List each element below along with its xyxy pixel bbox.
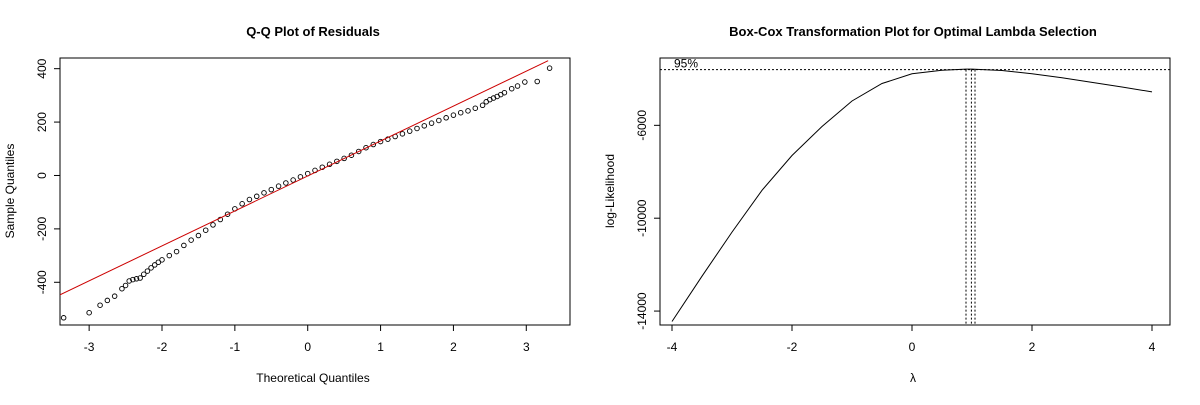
qq-plot-frame [59,57,571,326]
boxcox-y-tick-label: -14000 [635,292,649,330]
qq-point [546,65,553,71]
qq-point [195,232,202,239]
qq-point [428,120,435,126]
qq-point [436,117,442,124]
qq-point [104,297,111,304]
qq-point [137,275,143,281]
qq-y-tick-label: 0 [35,172,49,179]
qq-point [86,309,92,316]
qq-point [224,211,231,217]
qq-ylabel: Sample Quantiles [3,144,17,239]
qq-point [290,177,296,183]
qq-point [377,138,384,145]
qq-point [457,109,464,116]
qq-x-tick-label: 1 [377,340,384,354]
qq-point [60,315,67,321]
qq-point [406,128,413,134]
qq-point [283,180,289,186]
qq-point [173,248,180,255]
qq-point [151,262,158,268]
qq-point [275,183,282,189]
qq-point [181,242,187,249]
qq-marks: -3 -2 -1 0 1 2 3 -400 -200 0 200 400 [35,58,553,354]
qq-point [355,148,362,155]
qq-xlabel: Theoretical Quantiles [256,371,369,385]
qq-point [261,190,267,196]
boxcox-y-tick-label: -6000 [635,110,649,141]
qq-point [97,302,103,308]
qq-point [534,78,540,85]
qq-point [202,227,209,233]
qq-y-tick-label: 400 [35,58,49,78]
qq-point [246,196,253,203]
boxcox-ylabel: log-Likelihood [603,154,617,228]
qq-point [514,83,521,89]
qq-point [399,131,406,137]
qq-point [479,102,486,109]
qq-point [130,276,136,283]
boxcox-x-tick-label: -4 [667,340,678,354]
qq-point [450,112,457,118]
qq-x-tick-label: 0 [304,340,311,354]
qq-point [472,105,479,111]
qq-point [465,108,471,114]
qq-x-tick-label: 2 [450,340,457,354]
qq-point [133,276,140,282]
qq-title: Q-Q Plot of Residuals [246,24,380,39]
boxcox-x-tick-label: 2 [1029,340,1036,354]
boxcox-x-tick-label: -2 [787,340,798,354]
qq-point [443,115,449,121]
qq-point [166,252,173,259]
qq-point [141,271,147,278]
qq-point [363,144,369,151]
qq-y-tick-label: -400 [35,270,49,294]
qq-point [159,257,165,263]
boxcox-x-tick-label: 4 [1149,340,1156,354]
qq-point [348,152,355,158]
qq-y-tick-label: -200 [35,217,49,241]
boxcox-x-tick-label: 0 [909,340,916,354]
qq-point [119,285,125,292]
qq-reference-line [60,60,549,296]
qq-x-tick-label: -2 [157,340,168,354]
qq-y-tick-label: 200 [35,112,49,132]
qq-point [508,85,515,92]
qq-point [144,268,151,274]
boxcox-plot: Box-Cox Transformation Plot for Optimal … [603,24,1171,385]
qq-point [421,123,428,129]
qq-point [268,186,275,193]
boxcox-y-tick-label: -10000 [635,199,649,237]
boxcox-ci-label: 95% [674,57,698,71]
boxcox-marks: -4 -2 0 2 4 -6000 -10000 -14000 95% [635,57,1170,354]
qq-point [188,237,194,243]
qq-point [253,193,260,200]
qq-x-tick-label: 3 [523,340,530,354]
boxcox-plot-frame [659,57,1171,326]
boxcox-xlabel: λ [910,371,916,385]
qq-point [126,278,132,284]
qq-point [122,282,129,289]
qq-point [210,222,216,228]
qq-plot: Q-Q Plot of Residuals -3 -2 -1 0 1 2 3 -400 -200… [3,24,571,385]
qq-point [148,265,154,271]
boxcox-curve [671,68,1153,322]
qq-point [155,259,162,266]
qq-point [370,141,377,148]
boxcox-title: Box-Cox Transformation Plot for Optimal … [729,24,1097,39]
qq-x-tick-label: -1 [230,340,241,354]
qq-point [239,201,245,207]
qq-point [501,89,508,96]
qq-point [522,79,528,85]
qq-point [341,155,347,162]
qq-point [414,125,420,132]
qq-x-tick-label: -3 [84,340,95,354]
qq-point [111,293,118,299]
